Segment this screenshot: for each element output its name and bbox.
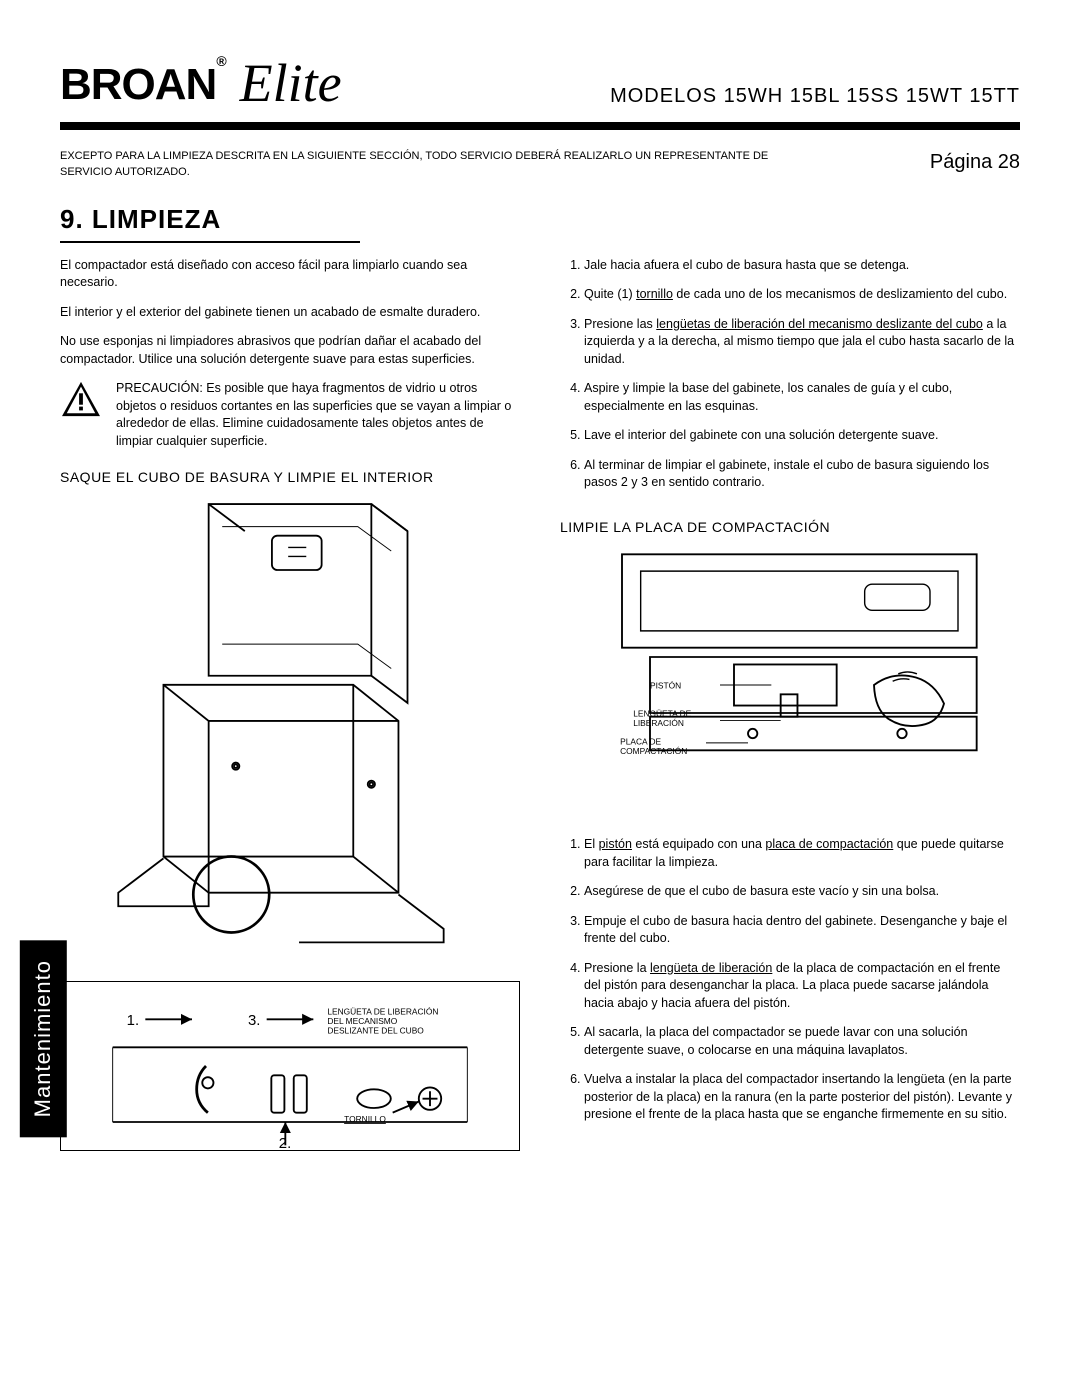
figure-bin-removal — [60, 495, 520, 965]
topnote-row: EXCEPTO PARA LA LIMPIEZA DESCRITA EN LA … — [60, 148, 1020, 181]
fig-num-1: 1. — [127, 1011, 139, 1028]
step-b1: El pistón está equipado con una placa de… — [584, 836, 1020, 871]
step-b6: Vuelva a instalar la placa del compactad… — [584, 1071, 1020, 1124]
logo-group: BROAN® Elite — [60, 40, 342, 116]
fig-lbl-plate: PLACA DE COMPACTACIÓN — [620, 737, 687, 756]
steps-remove-bin: Jale hacia afuera el cubo de basura hast… — [560, 257, 1020, 492]
step-a5: Lave el interior del gabinete con una so… — [584, 427, 1020, 445]
right-column: Jale hacia afuera el cubo de basura hast… — [560, 257, 1020, 1166]
left-column: El compactador está diseñado con acceso … — [60, 257, 520, 1166]
steps-clean-plate: El pistón está equipado con una placa de… — [560, 836, 1020, 1124]
step-b4: Presione la lengüeta de liberación de la… — [584, 960, 1020, 1013]
step-b2: Asegúrese de que el cubo de basura este … — [584, 883, 1020, 901]
step-b3: Empuje el cubo de basura hacia dentro de… — [584, 913, 1020, 948]
section-title: 9. LIMPIEZA — [60, 201, 1020, 237]
left-subhead: SAQUE EL CUBO DE BASURA Y LIMPIE EL INTE… — [60, 468, 520, 487]
step-a1: Jale hacia afuera el cubo de basura hast… — [584, 257, 1020, 275]
right-subhead: LIMPIE LA PLACA DE COMPACTACIÓN — [560, 518, 1020, 537]
page-header: BROAN® Elite MODELOS 15WH 15BL 15SS 15WT… — [60, 40, 1020, 122]
warning-icon — [60, 380, 102, 418]
fig-num-2: 2. — [279, 1135, 291, 1151]
step-a3: Presione las lengüetas de liberación del… — [584, 316, 1020, 369]
fig-lbl-screw: TORNILLO — [344, 1114, 386, 1124]
figure-compaction-plate: PISTÓN LENGÜETA DE LIBERACIÓN PLACA DE C… — [560, 545, 1020, 825]
brand-logo: BROAN® — [60, 54, 226, 116]
intro-para-2: El interior y el exterior del gabinete t… — [60, 304, 520, 322]
content-columns: El compactador está diseñado con acceso … — [60, 257, 1020, 1166]
header-rule — [60, 122, 1020, 130]
caution-text: PRECAUCIÓN: Es posible que haya fragment… — [116, 380, 520, 450]
step-b5: Al sacarla, la placa del compactador se … — [584, 1024, 1020, 1059]
brand-reg: ® — [216, 54, 225, 68]
fig-lbl-release-tab: LENGÜETA DE LIBERACIÓN — [633, 709, 693, 728]
side-tab-mantenimiento: Mantenimiento — [20, 940, 67, 1137]
page-number: Página 28 — [930, 148, 1020, 176]
section-rule — [60, 241, 360, 243]
models-line: MODELOS 15WH 15BL 15SS 15WT 15TT — [610, 82, 1020, 116]
intro-para-1: El compactador está diseñado con acceso … — [60, 257, 520, 292]
figure-slide-detail: 1. 3. 2. LENGÜETA DE LIBERACIÓN DEL MECA… — [60, 981, 520, 1151]
fig-lbl-piston: PISTÓN — [650, 681, 681, 691]
step-a4: Aspire y limpie la base del gabinete, lo… — [584, 380, 1020, 415]
service-note: EXCEPTO PARA LA LIMPIEZA DESCRITA EN LA … — [60, 148, 780, 181]
step-a2: Quite (1) tornillo de cada uno de los me… — [584, 286, 1020, 304]
caution-block: PRECAUCIÓN: Es posible que haya fragment… — [60, 380, 520, 450]
subbrand-logo: Elite — [240, 46, 342, 122]
brand-text: BROAN — [60, 54, 216, 116]
fig-lbl-tab: LENGÜETA DE LIBERACIÓN DEL MECANISMO DES… — [327, 1006, 440, 1035]
fig-num-3: 3. — [248, 1011, 260, 1028]
intro-para-3: No use esponjas ni limpiadores abrasivos… — [60, 333, 520, 368]
step-a6: Al terminar de limpiar el gabinete, inst… — [584, 457, 1020, 492]
